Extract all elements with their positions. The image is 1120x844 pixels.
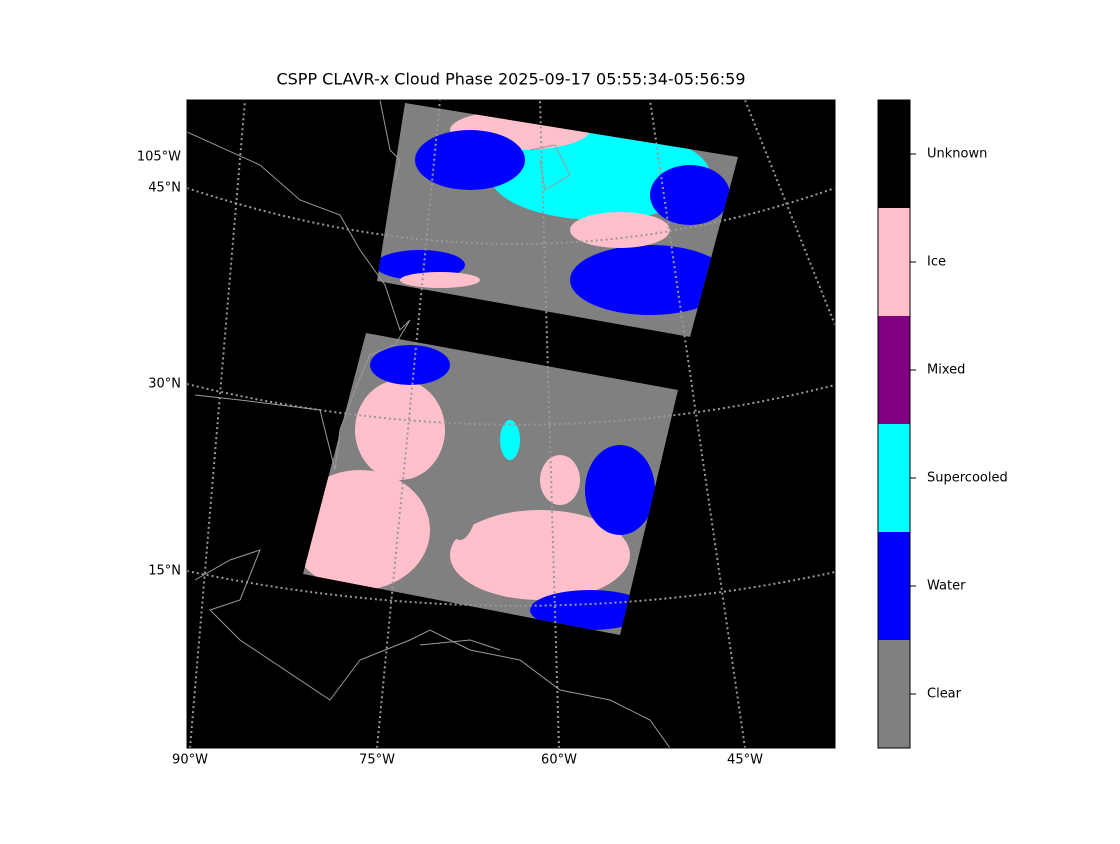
colorbar-segment [878, 424, 910, 532]
colorbar-segment [878, 532, 910, 640]
coastlines [187, 100, 671, 748]
graticule [187, 100, 835, 748]
axis-labels: 45°N 30°N 15°N 105°W 90°W 75°W 60°W 45°W [137, 150, 763, 768]
map-frame [186, 99, 836, 749]
map-title: CSPP CLAVR-x Cloud Phase 2025-09-17 05:5… [276, 70, 745, 89]
colorbar-label: Ice [927, 255, 946, 270]
colorbar-segment [878, 208, 910, 316]
longitude-label: 60°W [541, 753, 577, 768]
latitude-label: 45°N [148, 181, 181, 196]
colorbar-label: Clear [927, 687, 962, 702]
latitude-label: 15°N [148, 564, 181, 579]
colorbar-label: Supercooled [927, 471, 1008, 486]
colorbar-label: Unknown [927, 147, 987, 162]
longitude-label: 90°W [172, 753, 208, 768]
longitude-label: 45°W [727, 753, 763, 768]
colorbar-segment [878, 316, 910, 424]
longitude-label: 105°W [137, 150, 181, 165]
colorbar-segment [878, 100, 910, 208]
swath-south [303, 333, 678, 635]
colorbar-label: Water [927, 579, 966, 594]
longitude-label: 75°W [359, 753, 395, 768]
colorbar: Unknown Ice Mixed Supercooled Water Clear [877, 99, 1008, 749]
latitude-label: 30°N [148, 377, 181, 392]
colorbar-label: Mixed [927, 363, 965, 378]
colorbar-frame [877, 99, 911, 749]
colorbar-segment [878, 640, 910, 748]
